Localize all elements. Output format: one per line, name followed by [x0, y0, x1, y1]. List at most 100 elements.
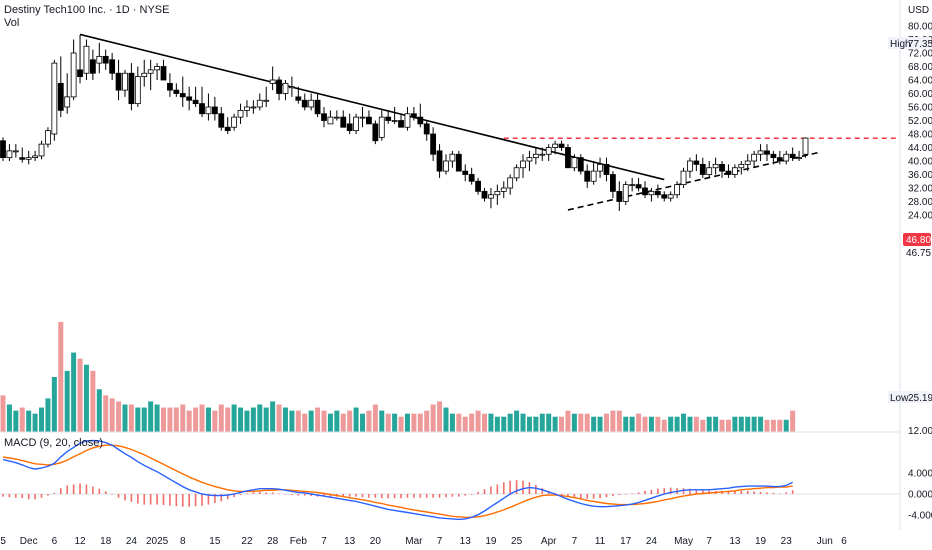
candle[interactable] — [796, 150, 802, 161]
candle[interactable] — [571, 154, 578, 172]
candle[interactable] — [19, 147, 26, 163]
candle[interactable] — [410, 107, 417, 121]
candle[interactable] — [366, 110, 372, 125]
candle[interactable] — [276, 76, 282, 101]
candle[interactable] — [128, 63, 135, 111]
candle[interactable] — [558, 140, 565, 151]
date-axis[interactable]: 25 Dec 6 12 18 24 2025 8 15 22 28 Feb 7 13 20 Mar 7 13 19 2… — [0, 536, 847, 547]
candle[interactable] — [635, 177, 642, 192]
candle[interactable] — [147, 59, 154, 91]
candle[interactable] — [725, 164, 732, 178]
candle[interactable] — [642, 181, 648, 199]
candle[interactable] — [250, 100, 257, 114]
candle[interactable] — [449, 150, 456, 168]
candle[interactable] — [321, 107, 327, 128]
candle[interactable] — [186, 86, 193, 111]
candle[interactable] — [64, 73, 71, 114]
candle[interactable] — [141, 59, 148, 87]
candle[interactable] — [256, 93, 263, 111]
candle[interactable] — [115, 59, 122, 101]
candle[interactable] — [783, 150, 790, 165]
candle[interactable] — [603, 157, 610, 182]
candle[interactable] — [610, 171, 616, 199]
candle[interactable] — [789, 147, 796, 162]
candle[interactable] — [475, 177, 481, 195]
candle[interactable] — [45, 127, 51, 148]
candle[interactable] — [417, 103, 424, 128]
candle[interactable] — [340, 110, 347, 128]
candle[interactable] — [552, 140, 559, 155]
candle[interactable] — [301, 93, 308, 111]
candle[interactable] — [584, 164, 591, 188]
candle[interactable] — [57, 56, 64, 118]
candle[interactable] — [468, 167, 475, 185]
candle[interactable] — [802, 137, 809, 158]
candle[interactable] — [674, 181, 680, 199]
candle[interactable] — [359, 107, 366, 128]
candle[interactable] — [205, 93, 212, 121]
candle[interactable] — [481, 188, 488, 202]
candle[interactable] — [455, 150, 462, 172]
candle[interactable] — [590, 161, 597, 185]
candle[interactable] — [314, 93, 321, 118]
candle[interactable] — [462, 164, 469, 182]
candle[interactable] — [430, 127, 437, 161]
candle[interactable] — [122, 69, 128, 97]
candle[interactable] — [218, 107, 225, 131]
candle[interactable] — [436, 144, 443, 178]
candle[interactable] — [385, 110, 392, 124]
candle[interactable] — [648, 188, 655, 202]
candle[interactable] — [629, 177, 636, 192]
candle[interactable] — [545, 144, 552, 161]
candle[interactable] — [102, 49, 109, 70]
candle[interactable] — [89, 49, 96, 80]
candle[interactable] — [776, 150, 783, 165]
candle[interactable] — [25, 150, 32, 165]
candle[interactable] — [513, 164, 520, 182]
candle[interactable] — [500, 181, 507, 199]
candle[interactable] — [134, 66, 141, 108]
candle[interactable] — [712, 157, 719, 175]
candle[interactable] — [719, 161, 725, 178]
candle[interactable] — [282, 80, 289, 101]
candle[interactable] — [83, 39, 90, 81]
candle[interactable] — [346, 113, 353, 134]
candle[interactable] — [577, 154, 584, 175]
candle[interactable] — [667, 191, 674, 202]
candle[interactable] — [687, 157, 693, 178]
candle[interactable] — [327, 110, 334, 125]
candle[interactable] — [263, 86, 270, 107]
candle[interactable] — [751, 150, 758, 168]
candle[interactable] — [731, 164, 738, 178]
candle[interactable] — [699, 157, 706, 178]
candle[interactable] — [173, 83, 180, 97]
candle[interactable] — [539, 147, 546, 162]
candle[interactable] — [565, 144, 571, 169]
candle[interactable] — [179, 76, 186, 107]
candle[interactable] — [32, 150, 38, 161]
candle[interactable] — [244, 100, 250, 118]
candle[interactable] — [404, 107, 411, 131]
candle[interactable] — [192, 86, 199, 107]
candle[interactable] — [616, 181, 623, 211]
candle[interactable] — [288, 76, 295, 97]
candle[interactable] — [443, 154, 449, 175]
candle[interactable] — [38, 140, 45, 160]
candle[interactable] — [51, 59, 58, 141]
candle[interactable] — [423, 120, 430, 141]
candle[interactable] — [680, 167, 687, 188]
candle[interactable] — [654, 184, 661, 199]
candle[interactable] — [0, 137, 6, 161]
candle[interactable] — [738, 161, 745, 175]
candle[interactable] — [507, 174, 514, 195]
candle[interactable] — [353, 113, 360, 134]
candles[interactable] — [0, 34, 809, 211]
candle[interactable] — [96, 42, 103, 74]
candle[interactable] — [532, 147, 539, 165]
candle[interactable] — [333, 110, 340, 121]
candle[interactable] — [211, 96, 218, 121]
candle[interactable] — [308, 93, 315, 111]
candle[interactable] — [237, 103, 244, 124]
price-axis[interactable]: 80.0076.0072.0068.0064.0060.0056.0052.00… — [908, 22, 932, 222]
